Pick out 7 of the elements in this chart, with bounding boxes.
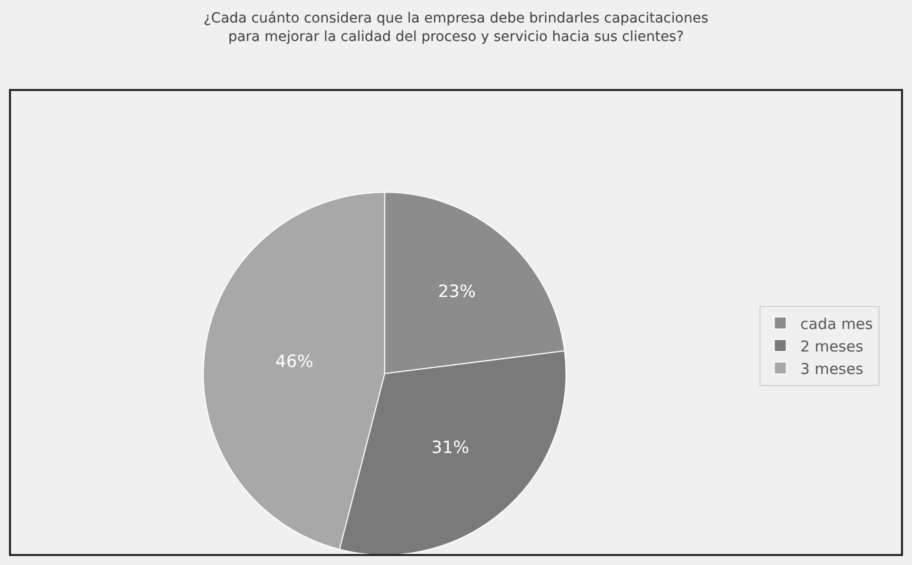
legend-label: 2 meses	[800, 337, 864, 356]
data-label: 46%	[275, 352, 314, 372]
data-label: 31%	[431, 438, 470, 458]
data-label: 23%	[438, 282, 476, 302]
chart-title: ¿Cada cuánto considera que la empresa debe brindarles capacitaciones para mejorar la calidad del proceso y servicio hacia sus clientes?	[204, 10, 708, 45]
legend-label: cada mes	[800, 314, 874, 333]
legend-label: 3 meses	[800, 360, 864, 378]
